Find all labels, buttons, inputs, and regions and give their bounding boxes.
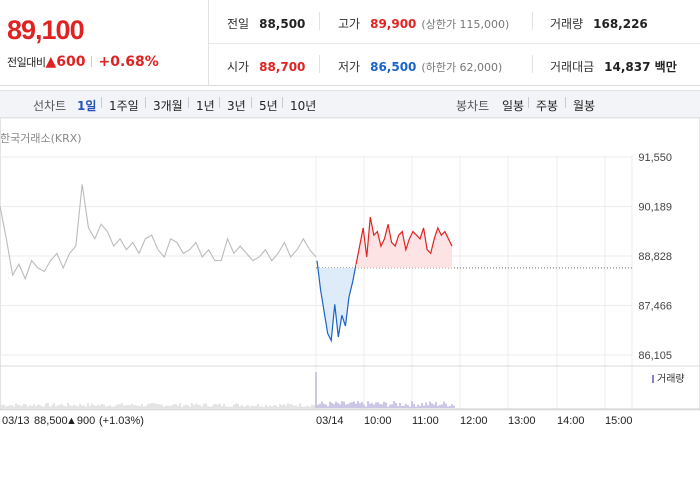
- tab-monthly-candle[interactable]: 월봉: [573, 99, 596, 113]
- stat-turnover: 거래대금 14,837 백만: [550, 60, 677, 74]
- x-axis-tick-label: 13:00: [508, 415, 536, 427]
- volume-legend-swatch: [652, 375, 654, 383]
- price-line-down: [316, 260, 357, 343]
- tab-10year[interactable]: 10년: [290, 99, 317, 113]
- tab-5year[interactable]: 5년: [259, 99, 278, 113]
- quote-stats: 전일 88,500 고가 89,900 (상한가 115,000) 거래량 168,22…: [209, 0, 700, 86]
- tab-1year[interactable]: 1년: [196, 99, 215, 113]
- tab-1day[interactable]: 1일: [77, 99, 97, 113]
- stat-volume: 거래량 168,226: [550, 17, 648, 31]
- stat-low: 저가 86,500 (하한가 62,000): [338, 60, 503, 74]
- change-amount: ▲600: [45, 54, 86, 70]
- prev-day-price-line: [0, 184, 317, 281]
- y-axis-tick-label: 86,105: [638, 350, 672, 362]
- tab-weekly-candle[interactable]: 주봉: [536, 99, 559, 113]
- prev-day-change-label: ▲900: [66, 415, 95, 427]
- tab-daily-candle[interactable]: 일봉: [502, 99, 525, 113]
- tab-divider: [188, 97, 189, 108]
- prev-day-close-label: 88,500: [34, 415, 68, 427]
- tab-divider: [565, 97, 566, 108]
- y-axis-tick-label: 91,550: [638, 152, 672, 164]
- quote-header: 89,100 전일대비▲600 +0.68% 전일 88,500 고가 89,900(…: [0, 0, 700, 86]
- stat-divider: [532, 55, 533, 73]
- quote-price-panel: 89,100 전일대비▲600 +0.68%: [0, 0, 209, 86]
- tab-divider: [282, 97, 283, 108]
- y-axis-tick-label: 88,828: [638, 251, 672, 263]
- volume-legend-label: 거래량: [657, 373, 685, 385]
- stat-high: 고가 89,900 (상한가 115,000): [338, 17, 510, 31]
- data-source: 한국거래소(KRX): [0, 132, 82, 145]
- price-area-below-prev-close: [317, 260, 357, 341]
- tab-divider: [145, 97, 146, 108]
- prev-day-change-percent-label: (+1.03%): [99, 415, 144, 427]
- stat-divider: [319, 55, 320, 73]
- stats-row-divider: [209, 43, 700, 44]
- stat-divider: [532, 12, 533, 30]
- current-price: 89,100: [7, 15, 85, 45]
- candle-chart-label: 봉차트: [456, 99, 490, 113]
- line-chart-label: 선차트: [33, 99, 67, 113]
- y-axis-tick-label: 87,466: [638, 301, 672, 313]
- stat-open: 시가 88,700: [227, 60, 306, 74]
- change-label: 전일대비: [7, 56, 46, 69]
- x-axis-tick-label: 14:00: [557, 415, 585, 427]
- price-line-up: [355, 216, 453, 265]
- change-percent: +0.68%: [98, 54, 159, 70]
- tab-divider: [219, 97, 220, 108]
- prev-day-date-label: 03/13: [2, 415, 30, 427]
- tab-3month[interactable]: 3개월: [153, 99, 183, 113]
- x-axis-tick-label: 15:00: [605, 415, 633, 427]
- tab-divider: [528, 97, 529, 108]
- chart-period-tabs: 선차트 1일 1주일 3개월 1년 3년 5년 10년 봉차트 일봉 주봉 월봉: [0, 90, 700, 118]
- tab-1week[interactable]: 1주일: [109, 99, 139, 113]
- stat-divider: [319, 12, 320, 30]
- x-axis-tick-label: 11:00: [412, 415, 439, 427]
- x-axis-tick-label: 03/14: [316, 415, 344, 427]
- y-axis-tick-label: 90,189: [638, 201, 672, 213]
- price-change: 전일대비▲600 +0.68%: [7, 54, 159, 70]
- x-axis-tick-label: 10:00: [364, 415, 392, 427]
- tab-divider: [101, 97, 102, 108]
- stat-prev-close: 전일 88,500: [227, 17, 306, 31]
- tab-3year[interactable]: 3년: [227, 99, 246, 113]
- x-axis-tick-label: 12:00: [460, 415, 488, 427]
- tab-divider: [251, 97, 252, 108]
- change-divider: [91, 56, 93, 67]
